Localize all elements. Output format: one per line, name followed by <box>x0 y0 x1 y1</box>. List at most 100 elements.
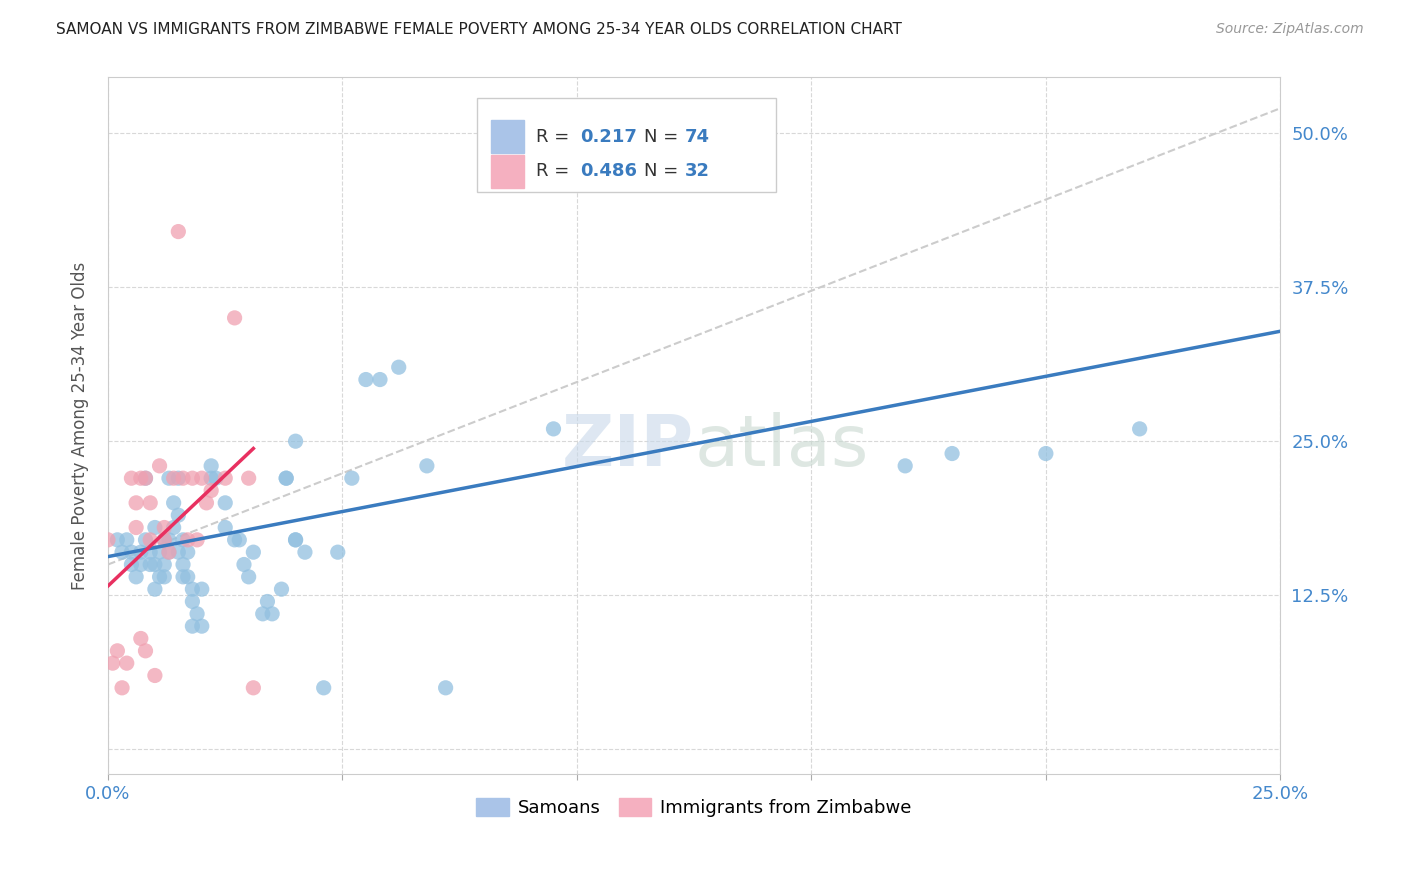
Point <box>481 126 503 140</box>
Point <box>214 520 236 534</box>
Point <box>125 570 148 584</box>
Point <box>368 372 391 386</box>
Legend: Samoans, Immigrants from Zimbabwe: Samoans, Immigrants from Zimbabwe <box>470 790 920 824</box>
Point <box>276 471 298 485</box>
Point <box>326 545 349 559</box>
Point <box>153 570 176 584</box>
Point <box>200 483 222 498</box>
Point <box>120 558 142 572</box>
Text: ZIP: ZIP <box>562 412 695 481</box>
Bar <box>491 155 524 188</box>
Point <box>157 533 180 547</box>
Point <box>143 558 166 572</box>
Point <box>233 558 256 572</box>
Point <box>284 533 307 547</box>
Point <box>111 681 134 695</box>
Point <box>214 496 236 510</box>
Point <box>111 545 134 559</box>
Point <box>177 533 200 547</box>
Text: N =: N = <box>644 128 678 145</box>
Point <box>177 545 200 559</box>
Point <box>191 471 214 485</box>
Point <box>143 668 166 682</box>
Point <box>157 471 180 485</box>
Point <box>1035 446 1057 460</box>
Point <box>172 570 194 584</box>
Point <box>105 644 128 658</box>
Point <box>894 458 917 473</box>
Bar <box>491 120 524 153</box>
Point <box>129 471 152 485</box>
Point <box>125 520 148 534</box>
Point <box>242 545 264 559</box>
Point <box>163 496 186 510</box>
Point <box>148 458 170 473</box>
Point <box>167 508 190 523</box>
Point <box>252 607 274 621</box>
Point <box>388 360 411 375</box>
Point <box>134 471 156 485</box>
Point <box>519 126 541 140</box>
Point <box>105 533 128 547</box>
Point <box>129 632 152 646</box>
Point <box>177 570 200 584</box>
Bar <box>477 98 776 193</box>
Text: 0.217: 0.217 <box>581 128 637 145</box>
Point <box>284 434 307 449</box>
Point <box>167 545 190 559</box>
Point <box>340 471 363 485</box>
Point <box>181 594 204 608</box>
Point <box>172 558 194 572</box>
Point <box>153 558 176 572</box>
Point <box>143 520 166 534</box>
Point <box>270 582 292 596</box>
Point <box>97 533 120 547</box>
Point <box>125 496 148 510</box>
Text: 32: 32 <box>685 162 710 180</box>
Point <box>200 458 222 473</box>
Point <box>191 619 214 633</box>
Point <box>354 372 377 386</box>
Point <box>205 471 228 485</box>
Point <box>181 471 204 485</box>
Point <box>262 607 284 621</box>
Point <box>214 471 236 485</box>
Point <box>163 471 186 485</box>
Point <box>543 422 565 436</box>
Point <box>284 533 307 547</box>
Point <box>134 533 156 547</box>
Text: 0.486: 0.486 <box>581 162 637 180</box>
Point <box>120 545 142 559</box>
Point <box>416 458 439 473</box>
Point <box>172 533 194 547</box>
Point <box>153 533 176 547</box>
Point <box>186 607 208 621</box>
Point <box>434 681 457 695</box>
Point <box>224 310 246 325</box>
Point <box>163 520 186 534</box>
Point <box>181 582 204 596</box>
Point <box>153 533 176 547</box>
Point <box>139 558 162 572</box>
Point <box>148 570 170 584</box>
Point <box>134 644 156 658</box>
Point <box>200 471 222 485</box>
Point <box>157 545 180 559</box>
Text: atlas: atlas <box>695 412 869 481</box>
Point <box>143 582 166 596</box>
Point <box>153 520 176 534</box>
Point <box>224 533 246 547</box>
Point <box>238 471 260 485</box>
Point <box>129 558 152 572</box>
Point <box>157 545 180 559</box>
Point <box>167 225 190 239</box>
Point <box>115 656 138 670</box>
Point <box>195 496 218 510</box>
Point <box>139 533 162 547</box>
Text: R =: R = <box>536 128 575 145</box>
Point <box>228 533 250 547</box>
Point <box>139 496 162 510</box>
Point <box>181 619 204 633</box>
Point <box>238 570 260 584</box>
Text: Source: ZipAtlas.com: Source: ZipAtlas.com <box>1216 22 1364 37</box>
